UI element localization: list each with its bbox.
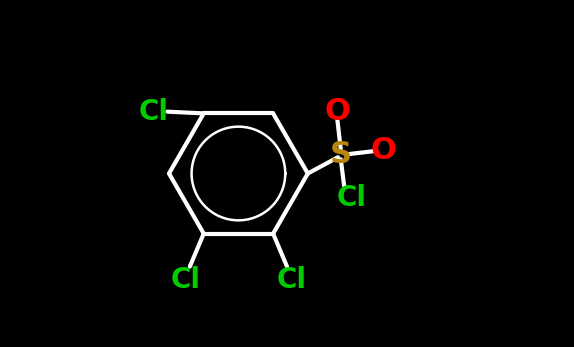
Text: S: S xyxy=(330,140,352,169)
Text: Cl: Cl xyxy=(170,266,200,294)
Text: O: O xyxy=(371,136,397,166)
Text: O: O xyxy=(324,97,350,126)
Text: Cl: Cl xyxy=(139,98,169,126)
Text: Cl: Cl xyxy=(337,184,367,212)
Text: Cl: Cl xyxy=(277,266,307,294)
